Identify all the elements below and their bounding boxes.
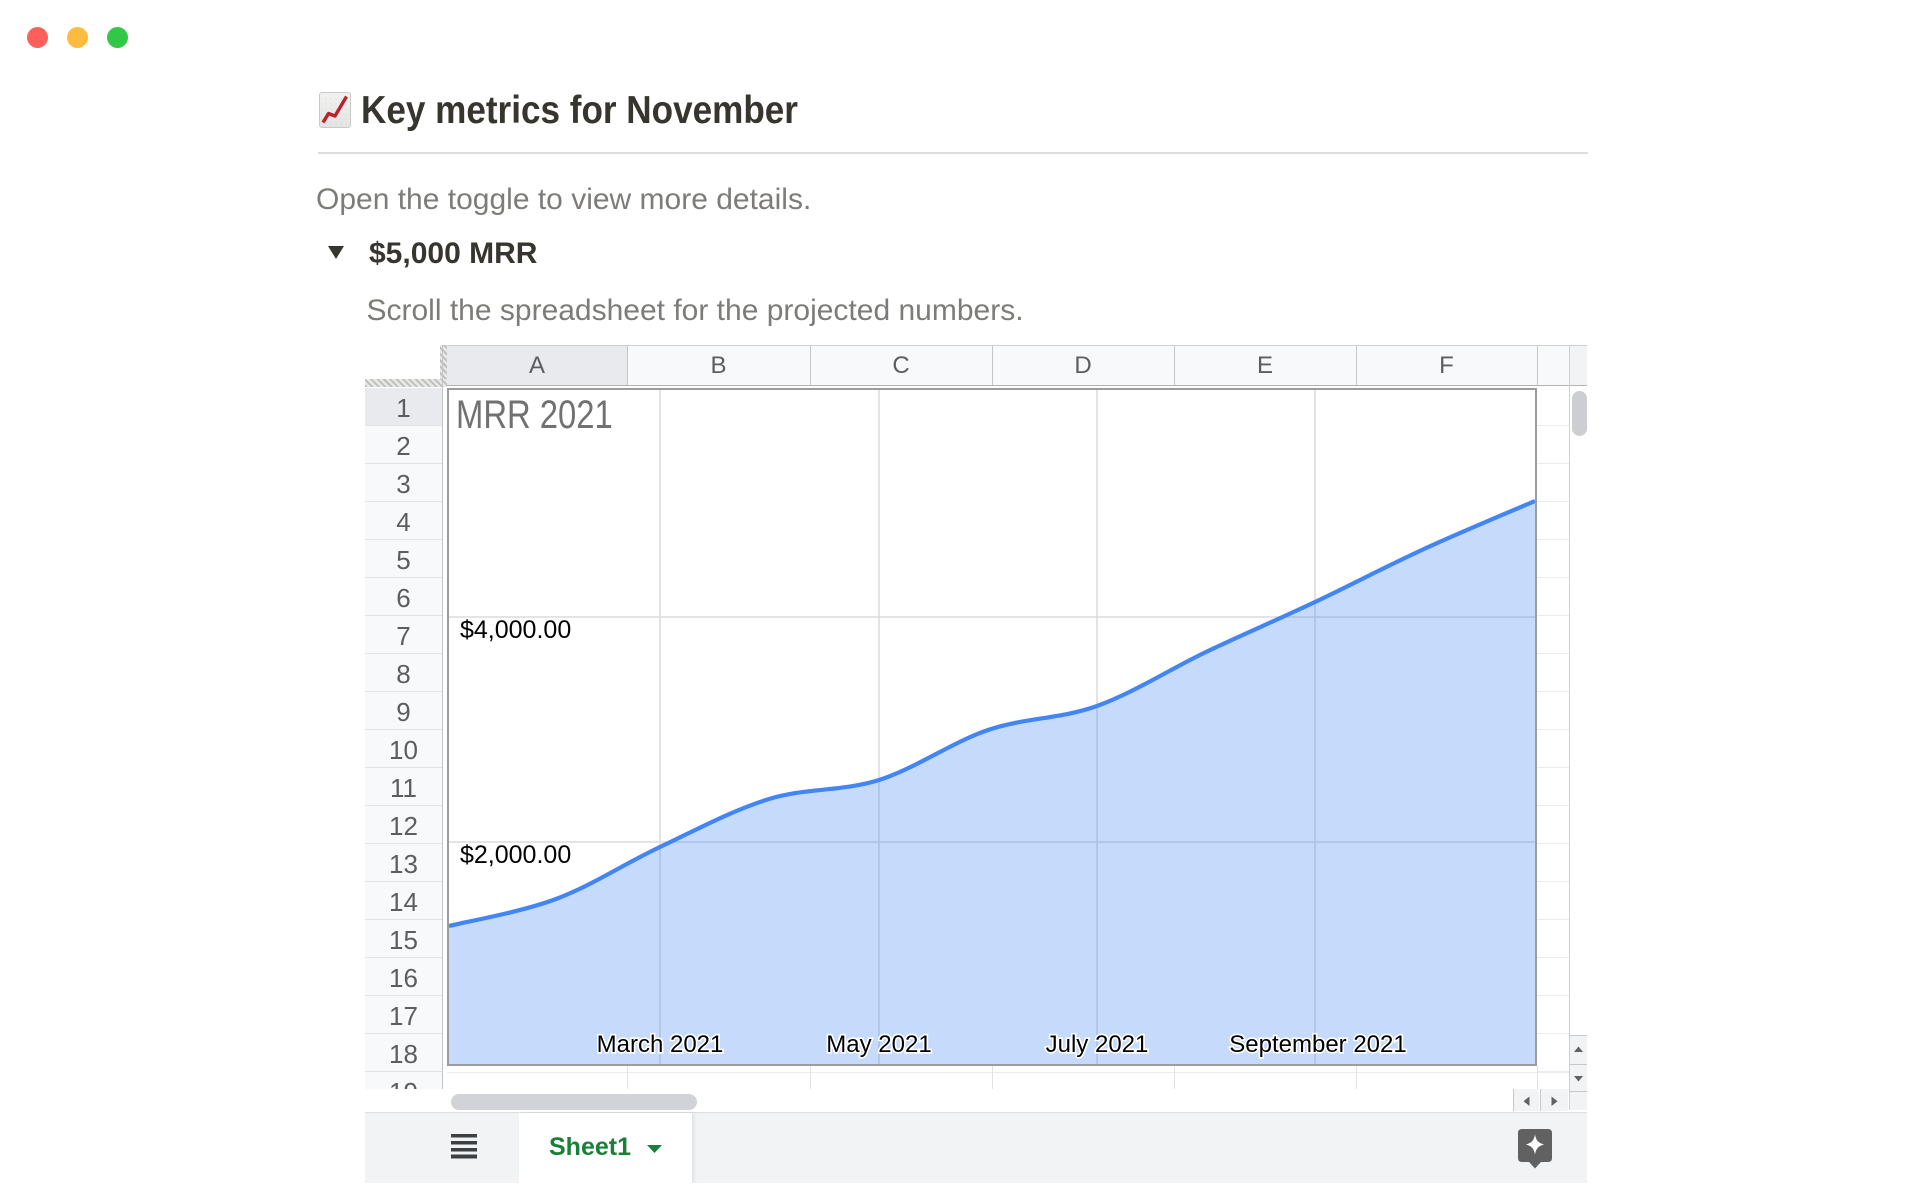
svg-text:July 2021: July 2021 (1046, 1031, 1149, 1058)
svg-text:May 2021: May 2021 (826, 1031, 931, 1058)
svg-text:$4,000.00: $4,000.00 (460, 616, 571, 644)
svg-text:September 2021: September 2021 (1229, 1031, 1406, 1058)
svg-text:$2,000.00: $2,000.00 (460, 841, 571, 869)
svg-text:March 2021: March 2021 (597, 1031, 724, 1058)
